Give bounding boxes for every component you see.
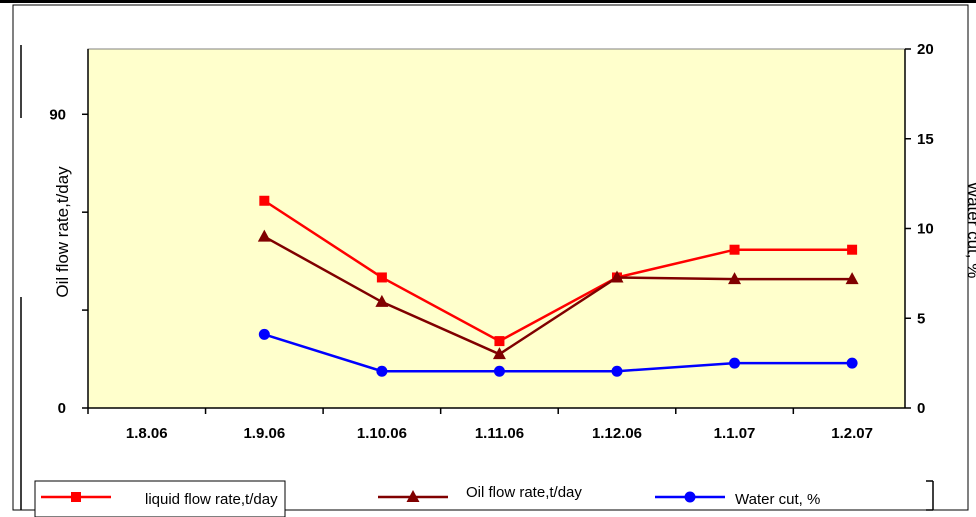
- data-point-series-2: [257, 229, 271, 242]
- data-point-series-2: [728, 272, 742, 285]
- y-right-tick-label: 10: [917, 221, 934, 238]
- x-tick-label: 1.11.06: [475, 425, 524, 442]
- legend-label: Oil flow rate,t/day: [466, 484, 582, 501]
- data-point-series-3: [846, 357, 858, 369]
- legend-swatch-marker: [684, 491, 696, 503]
- plot-area: [87, 48, 906, 409]
- series-line-1: [263, 199, 853, 343]
- x-tick-label: 1.12.06: [592, 425, 642, 442]
- data-point-series-1: [729, 244, 740, 255]
- data-point-series-1: [847, 244, 858, 255]
- legend: liquid flow rate,t/day Oil flow rate,t/da…: [34, 480, 934, 517]
- y-right-tick-label: 20: [917, 41, 934, 58]
- y-right-axis-title: Water cut, %: [964, 182, 976, 279]
- data-point-series-2: [375, 294, 389, 307]
- data-point-series-3: [611, 365, 623, 377]
- x-tick-label: 1.2.07: [831, 425, 873, 442]
- x-tick-label: 1.1.07: [714, 425, 756, 442]
- data-point-series-2: [610, 270, 624, 283]
- top-edge: [0, 0, 976, 3]
- legend-label: liquid flow rate,t/day: [145, 491, 278, 508]
- x-tick-label: 1.8.06: [126, 425, 168, 442]
- series-line-3: [263, 333, 853, 373]
- data-point-series-1: [494, 336, 505, 347]
- y-left-tick-label: 90: [49, 106, 66, 123]
- legend-label: Water cut, %: [735, 491, 820, 508]
- chart-title-fragment: [255, 26, 815, 36]
- data-point-series-1: [376, 272, 387, 283]
- y-left-axis-title: Oil flow rate,t/day: [53, 166, 72, 298]
- data-point-series-3: [729, 357, 741, 369]
- legend-swatch-marker: [406, 490, 420, 502]
- data-point-series-1: [259, 195, 270, 206]
- y-left-tick-label: 0: [58, 400, 66, 417]
- data-point-series-3: [376, 365, 388, 377]
- data-point-series-3: [258, 328, 270, 340]
- data-point-series-3: [493, 365, 505, 377]
- x-tick-label: 1.10.06: [357, 425, 407, 442]
- y-right-tick-label: 5: [917, 310, 925, 327]
- legend-swatch-marker: [71, 492, 81, 502]
- series-line-2: [263, 235, 853, 356]
- chart-frame: [12, 4, 969, 511]
- data-point-series-2: [492, 347, 506, 360]
- y-right-tick-label: 15: [917, 131, 934, 148]
- data-point-series-2: [845, 272, 859, 285]
- x-tick-label: 1.9.06: [243, 425, 285, 442]
- y-right-tick-label: 0: [917, 400, 925, 417]
